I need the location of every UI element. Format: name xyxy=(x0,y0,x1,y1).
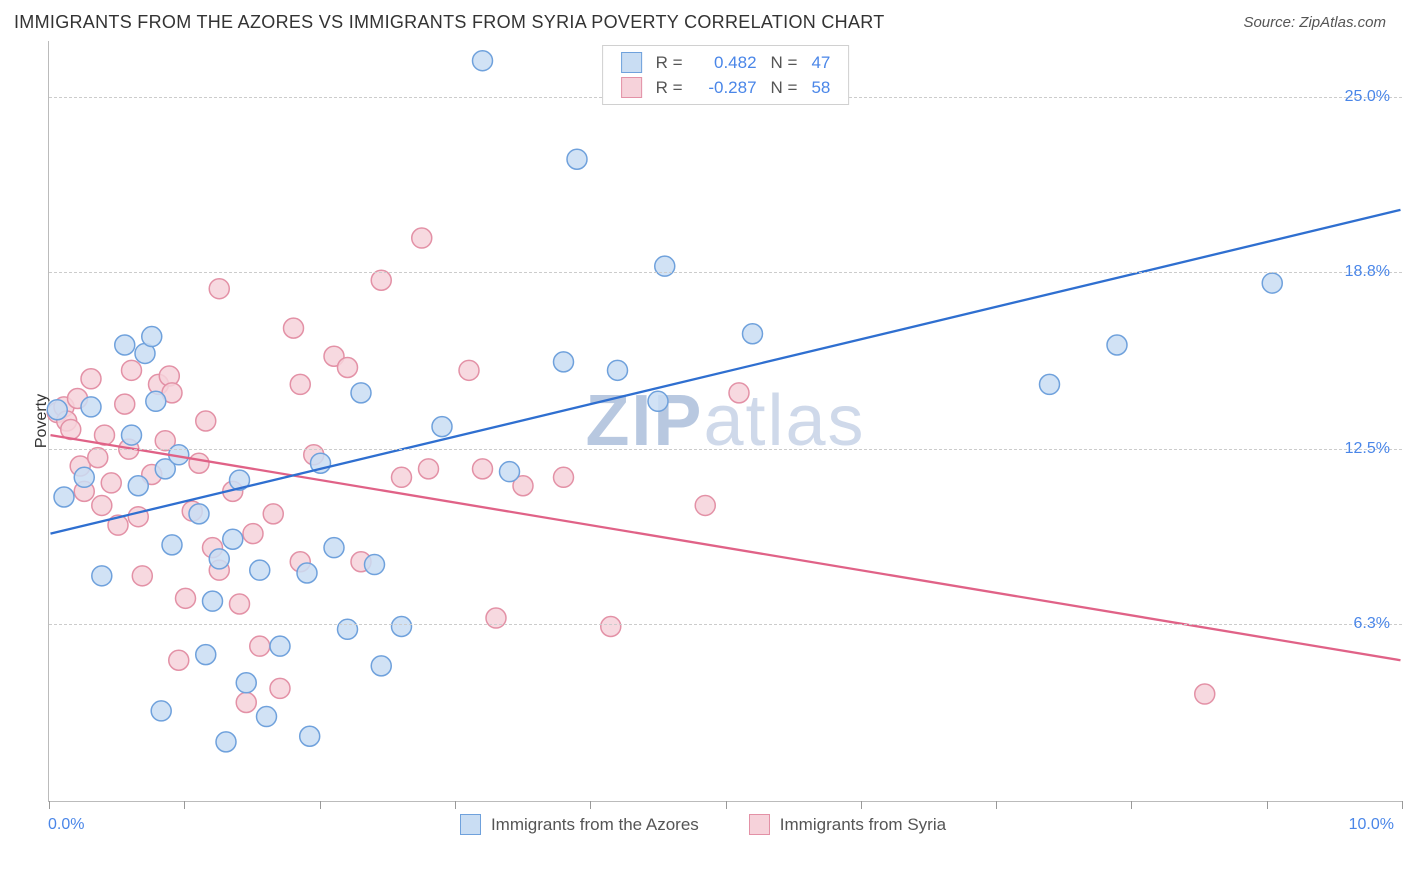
legend-item-azores: Immigrants from the Azores xyxy=(460,814,699,835)
chart-area: Poverty ZIPatlas R = 0.482 N = 47 R = -0… xyxy=(48,41,1402,802)
scatter-plot xyxy=(49,41,1402,801)
y-tick-label: 12.5% xyxy=(1345,440,1390,458)
swatch-azores xyxy=(621,52,642,73)
chart-title: IMMIGRANTS FROM THE AZORES VS IMMIGRANTS… xyxy=(14,12,885,33)
x-axis-max-label: 10.0% xyxy=(1349,816,1394,834)
bottom-legend: 0.0% Immigrants from the Azores Immigran… xyxy=(0,802,1406,835)
source-label: Source: ZipAtlas.com xyxy=(1243,14,1386,31)
swatch-syria-icon xyxy=(749,814,770,835)
x-axis-min-label: 0.0% xyxy=(48,816,84,834)
swatch-azores-icon xyxy=(460,814,481,835)
y-tick-label: 18.8% xyxy=(1345,263,1390,281)
legend-label-syria: Immigrants from Syria xyxy=(780,815,946,835)
legend-label-azores: Immigrants from the Azores xyxy=(491,815,699,835)
swatch-syria xyxy=(621,77,642,98)
correlation-legend: R = 0.482 N = 47 R = -0.287 N = 58 xyxy=(602,45,850,105)
y-tick-label: 6.3% xyxy=(1354,615,1390,633)
legend-row-azores: R = 0.482 N = 47 xyxy=(603,50,849,75)
legend-row-syria: R = -0.287 N = 58 xyxy=(603,75,849,100)
legend-item-syria: Immigrants from Syria xyxy=(749,814,946,835)
y-tick-label: 25.0% xyxy=(1345,88,1390,106)
